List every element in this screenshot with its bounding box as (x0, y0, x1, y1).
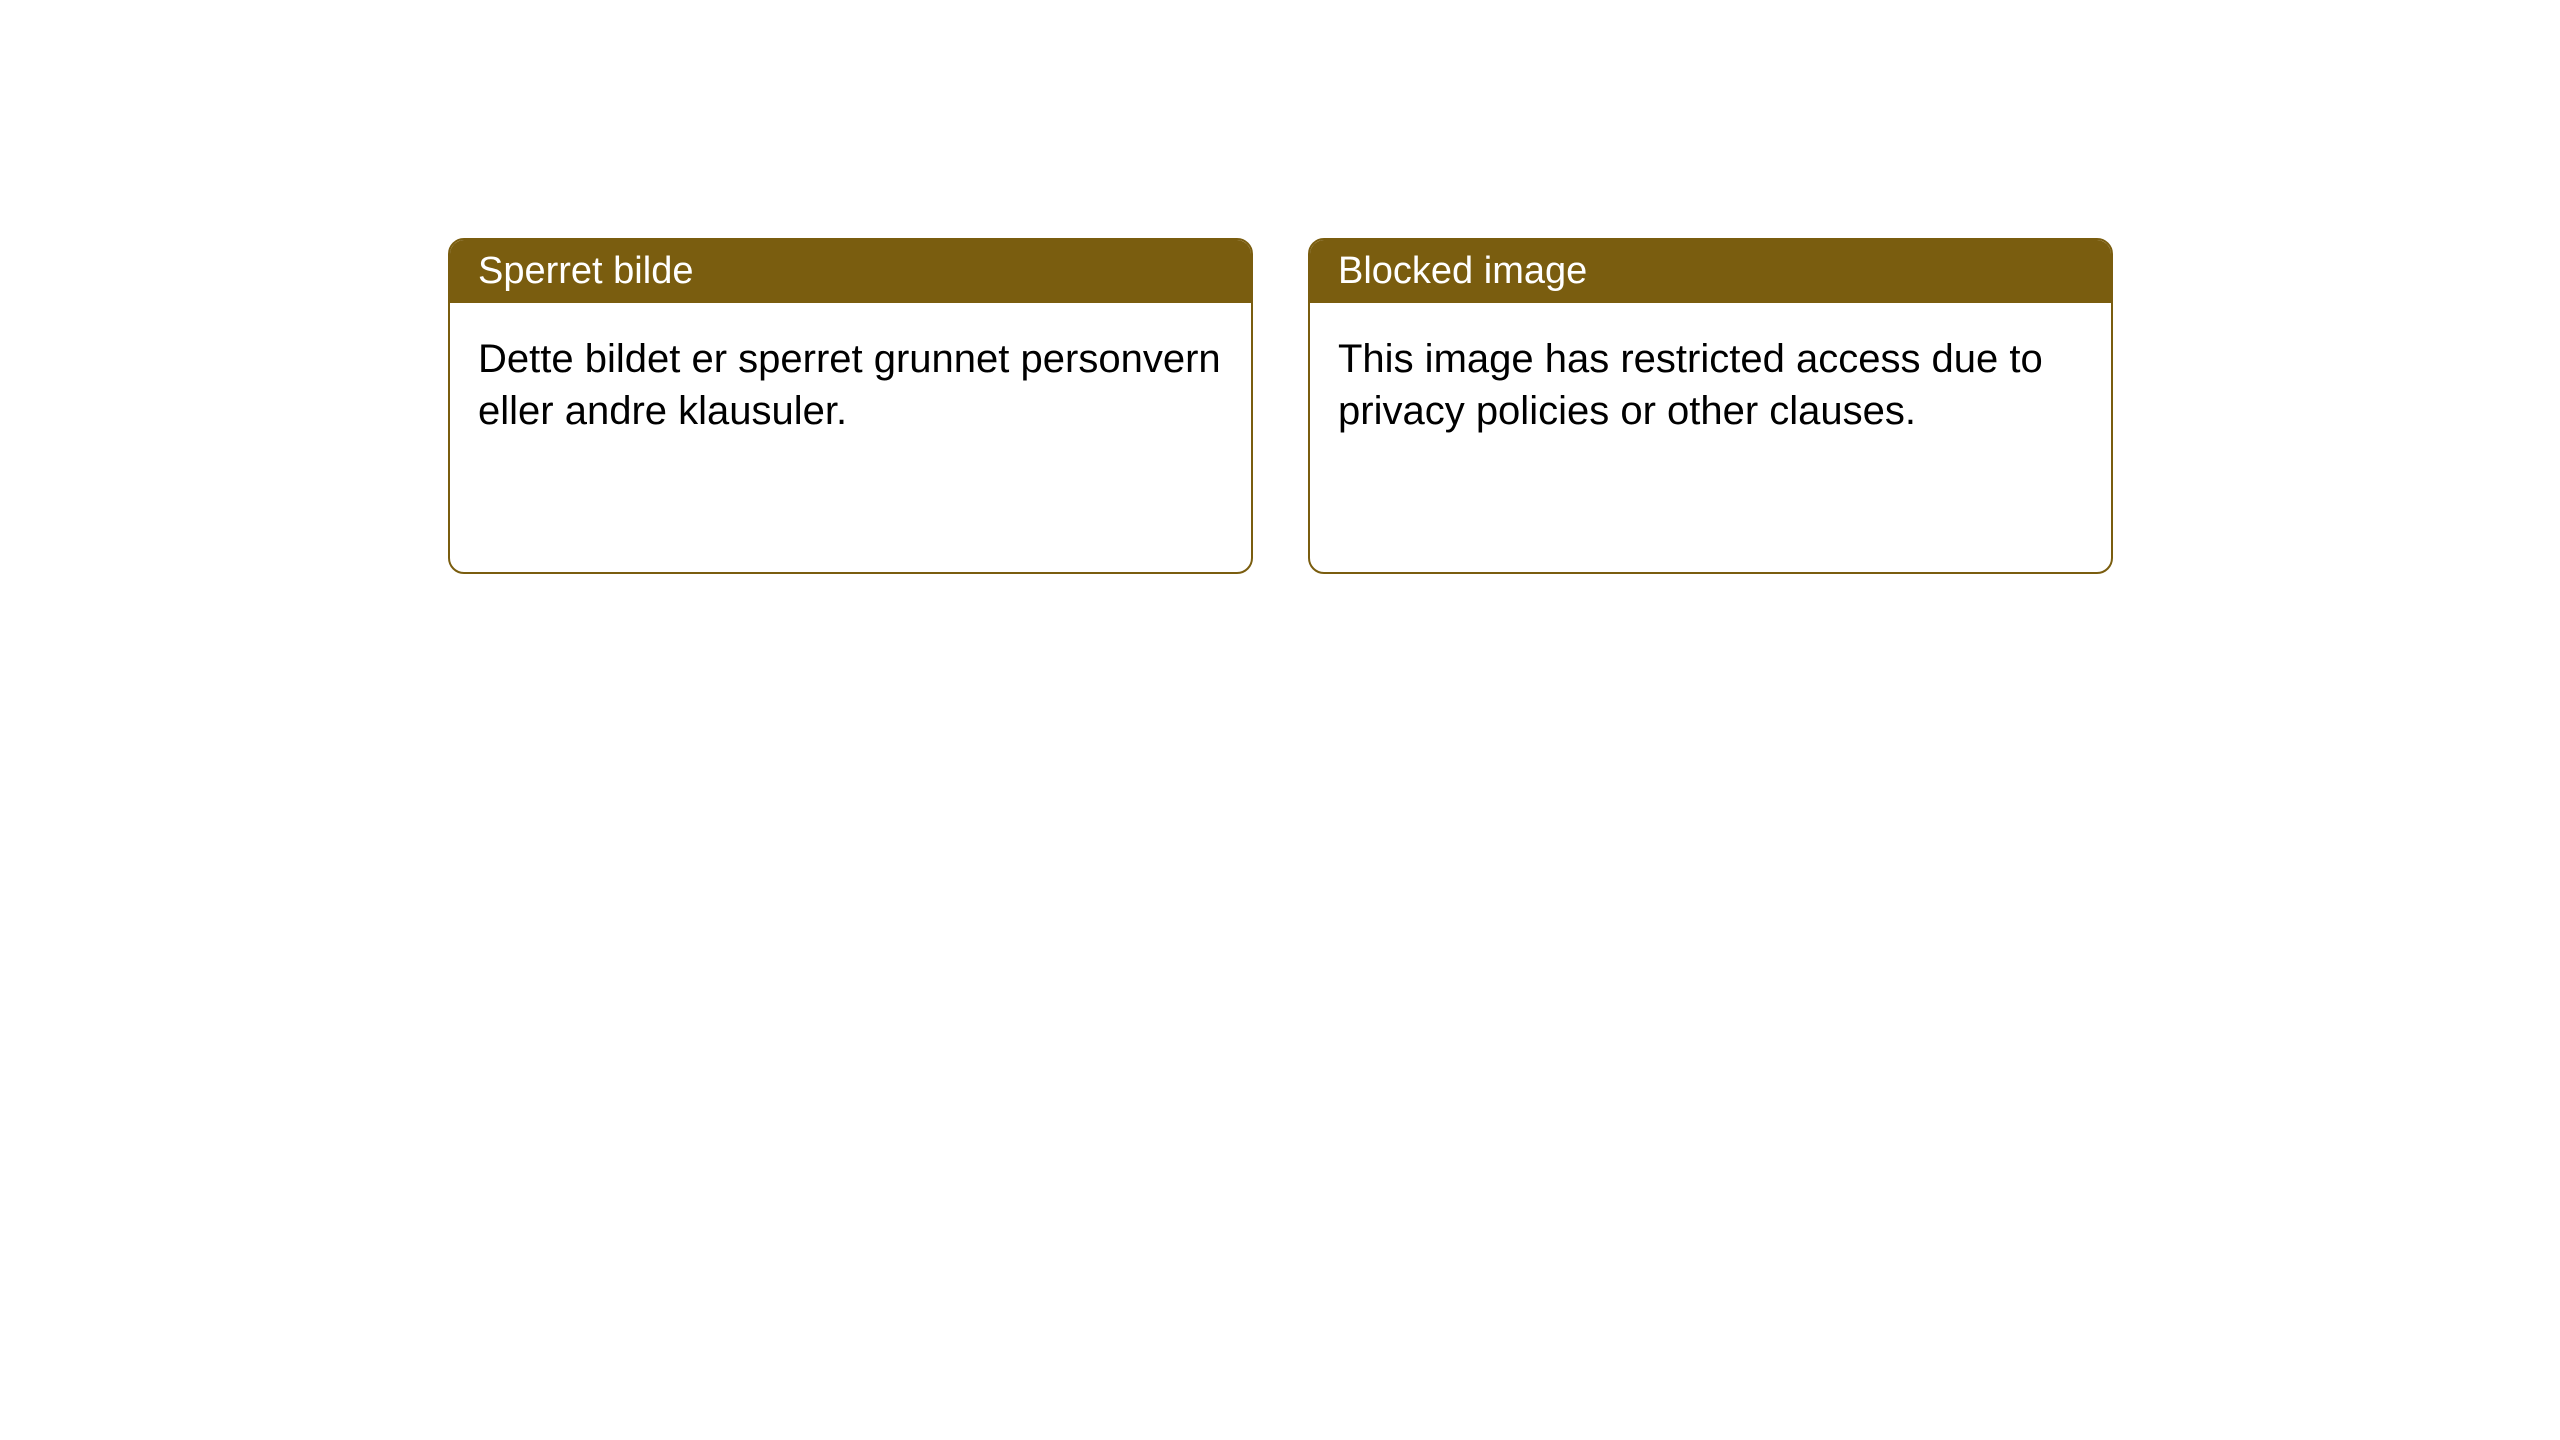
notice-body: Dette bildet er sperret grunnet personve… (450, 303, 1251, 467)
notice-container: Sperret bilde Dette bildet er sperret gr… (0, 0, 2560, 574)
notice-card-english: Blocked image This image has restricted … (1308, 238, 2113, 574)
notice-card-norwegian: Sperret bilde Dette bildet er sperret gr… (448, 238, 1253, 574)
notice-body: This image has restricted access due to … (1310, 303, 2111, 467)
notice-title: Blocked image (1310, 240, 2111, 303)
notice-title: Sperret bilde (450, 240, 1251, 303)
